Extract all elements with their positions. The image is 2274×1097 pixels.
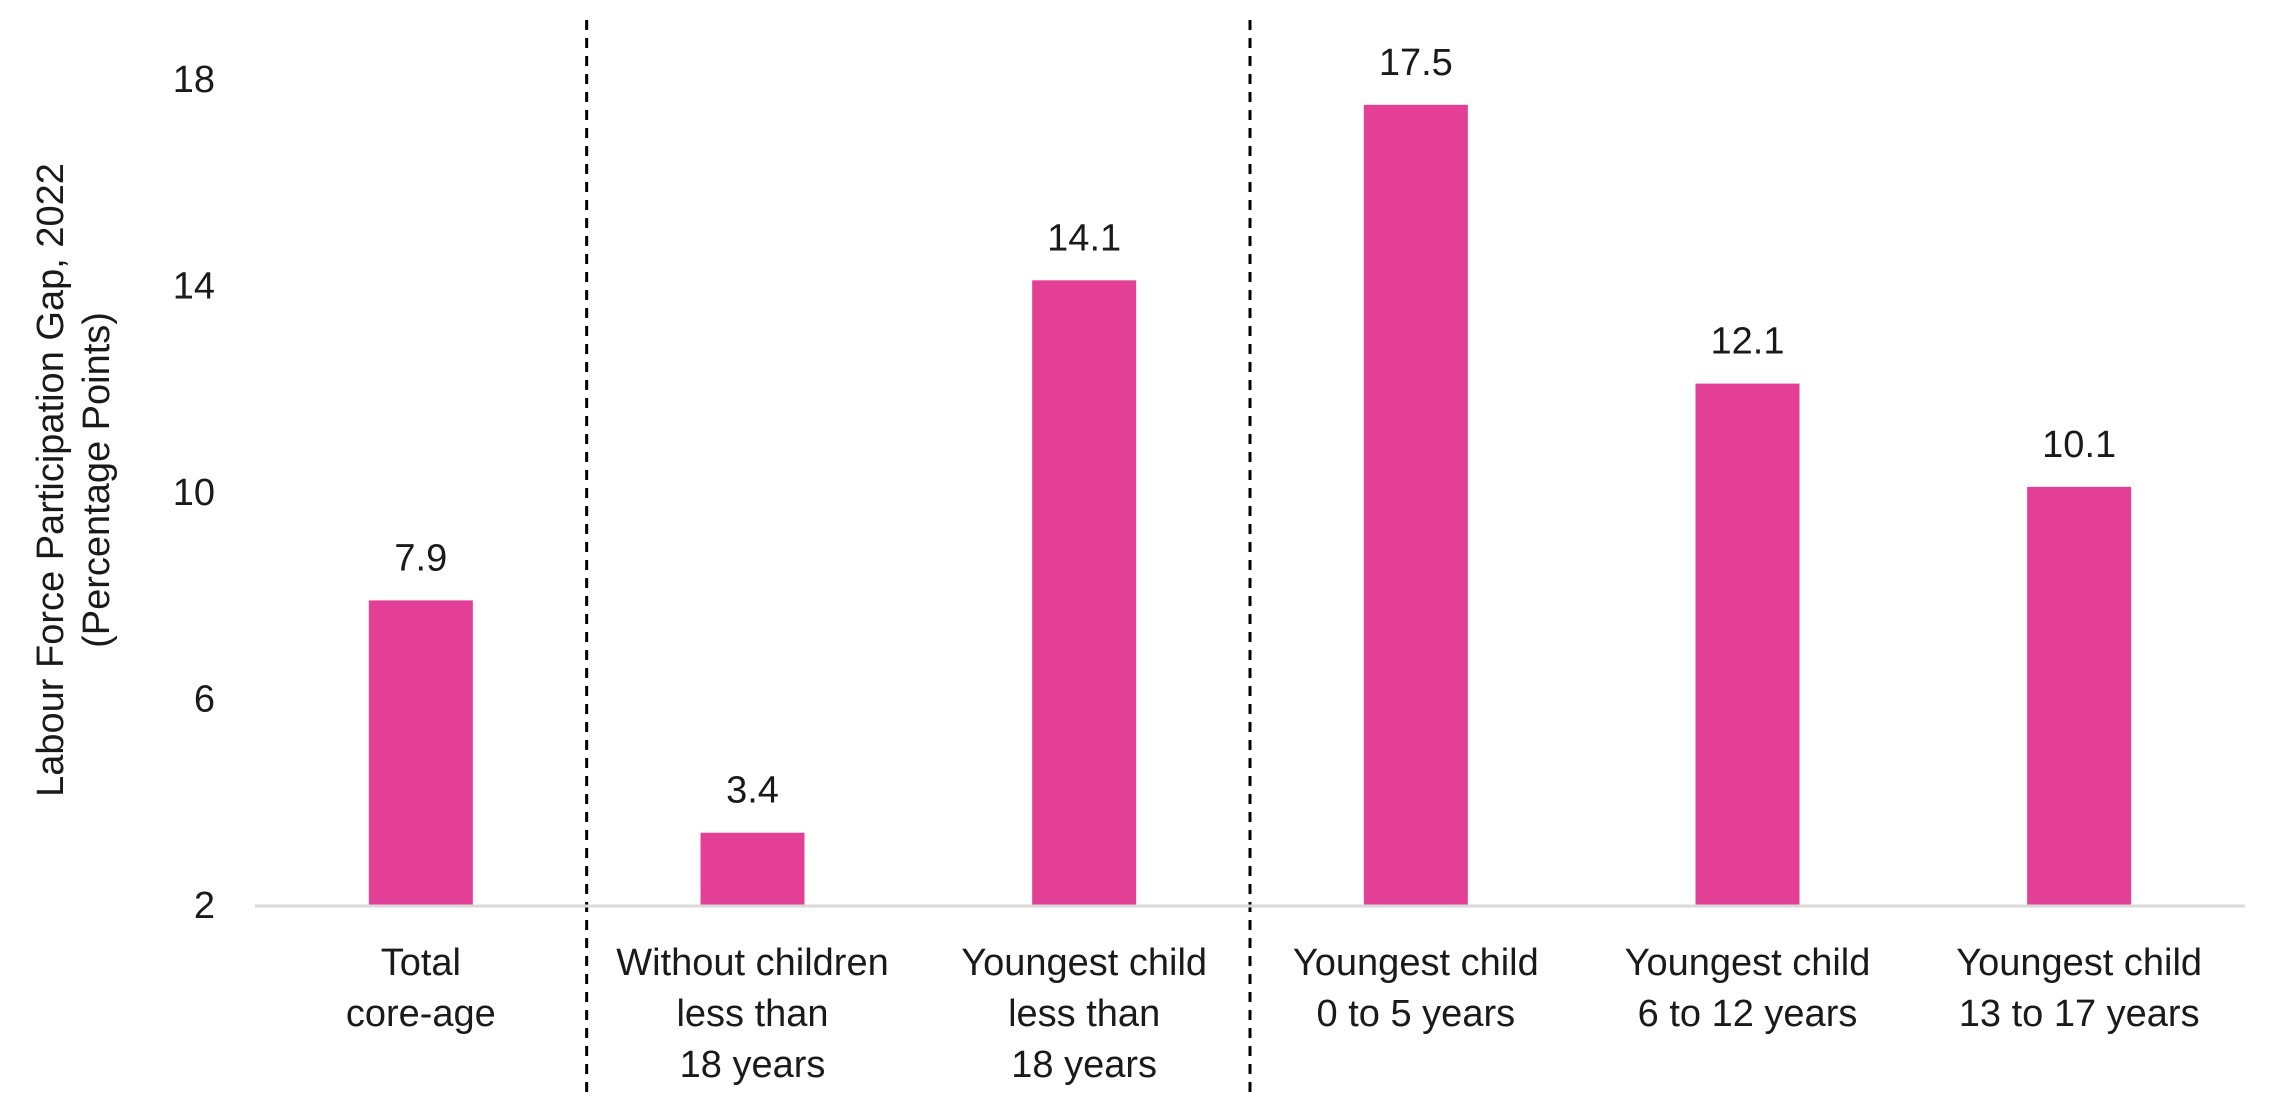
data-label: 10.1 — [2042, 424, 2116, 466]
x-category-label: Youngest child 6 to 12 years — [1625, 942, 1871, 1035]
y-axis-ticks: 2 6 10 14 18 — [173, 59, 215, 927]
data-label: 14.1 — [1047, 217, 1121, 259]
group-separators — [585, 20, 1252, 1097]
bar — [2027, 486, 2132, 905]
data-label: 12.1 — [1711, 321, 1785, 363]
y-axis-title: Labour Force Participation Gap, 2022 (Per… — [30, 163, 118, 797]
x-category-label: Youngest child 0 to 5 years — [1293, 942, 1539, 1035]
bar — [700, 832, 805, 905]
y-axis-label: Labour Force Participation Gap, 2022 (Per… — [30, 163, 118, 797]
y-tick-label: 14 — [173, 266, 215, 308]
bar — [1695, 383, 1800, 905]
y-tick-label: 18 — [173, 59, 215, 101]
data-labels: 7.9 3.4 14.1 17.5 12.1 10.1 — [394, 42, 2116, 812]
bars — [368, 104, 2132, 905]
x-category-label: Youngest child less than 18 years — [961, 942, 1207, 1086]
y-tick-label: 2 — [194, 885, 215, 927]
data-label: 3.4 — [726, 770, 779, 812]
y-tick-label: 10 — [173, 472, 215, 514]
bar — [1363, 104, 1468, 905]
bar — [368, 600, 473, 905]
x-category-label: Without children less than 18 years — [616, 942, 888, 1086]
bar — [1032, 280, 1137, 905]
category-labels: Total core-age Without children less than 18… — [346, 942, 2202, 1086]
data-label: 17.5 — [1379, 42, 1453, 84]
data-label: 7.9 — [394, 537, 447, 579]
x-category-label: Total core-age — [346, 942, 496, 1035]
y-tick-label: 6 — [194, 679, 215, 721]
x-category-label: Youngest child 13 to 17 years — [1956, 942, 2202, 1035]
